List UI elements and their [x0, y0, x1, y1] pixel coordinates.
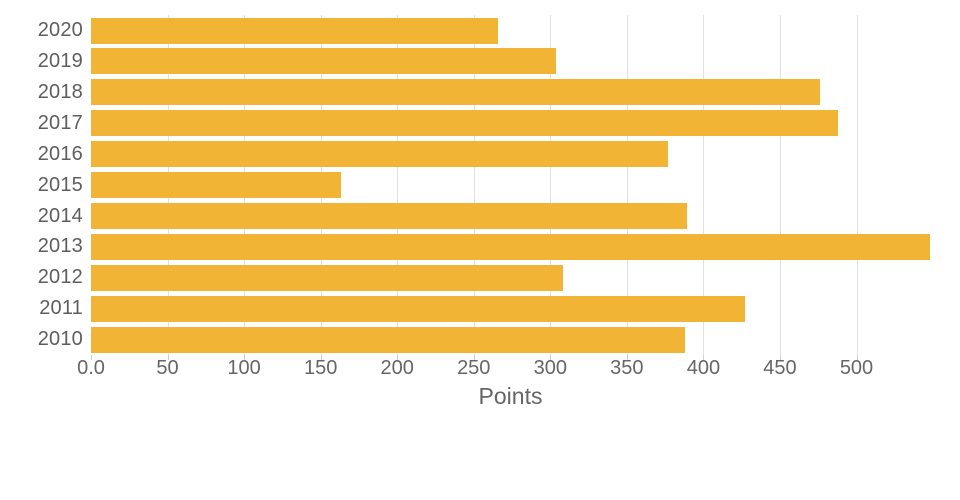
tickmark-x-150: [320, 355, 322, 360]
tickmark-x-100: [244, 355, 246, 360]
x-tick-label-150: 150: [303, 357, 338, 379]
gridline-x-300: [550, 15, 552, 355]
tickmark-x-50: [167, 355, 169, 360]
y-axis-label-2013: 2013: [37, 235, 83, 258]
bar-2017: [91, 110, 839, 137]
bar-2011: [91, 295, 745, 322]
tickmark-x-250: [473, 355, 475, 360]
y-axis-label-2020: 2020: [37, 19, 83, 41]
bar-2012: [91, 264, 563, 291]
tickmark-x-0: [91, 355, 92, 360]
x-tick-label-100: 100: [227, 357, 261, 379]
y-axis-label-2012: 2012: [37, 266, 83, 289]
y-axis-label-2014: 2014: [37, 204, 83, 227]
x-axis-title: Points: [478, 383, 543, 409]
x-tick-label-450: 450: [763, 357, 797, 379]
tickmark-x-400: [703, 355, 705, 360]
x-tick-label-500: 500: [839, 357, 874, 379]
tickmark-x-450: [779, 355, 781, 360]
tickmark-x-350: [626, 355, 628, 360]
y-axis-label-2016: 2016: [37, 142, 83, 165]
x-tick-label-200: 200: [380, 357, 414, 379]
gridline-x-400: [703, 15, 705, 355]
bar-2018: [91, 79, 820, 106]
bar-2015: [91, 172, 341, 198]
y-axis-label-2015: 2015: [37, 173, 83, 196]
bar-2010: [91, 326, 685, 353]
gridline-x-250: [473, 15, 475, 355]
bar-2013: [91, 233, 930, 260]
bar-2020: [91, 17, 499, 44]
y-axis-label-2017: 2017: [37, 111, 83, 134]
tickmark-x-200: [397, 355, 399, 360]
bar-2019: [91, 48, 557, 75]
y-axis-label-2011: 2011: [39, 297, 83, 320]
gridline-x-350: [626, 15, 628, 355]
x-tick-label-0.0: 0.0: [77, 357, 105, 379]
bar-2016: [91, 141, 669, 168]
y-axis-label-2018: 2018: [37, 80, 83, 103]
gridline-x-500: [856, 15, 858, 355]
y-axis-label-2019: 2019: [37, 49, 83, 72]
x-tick-label-50: 50: [156, 357, 179, 379]
bar-2014: [91, 202, 687, 229]
x-tick-label-250: 250: [457, 357, 491, 379]
x-tick-label-400: 400: [686, 357, 721, 379]
y-axis-label-2010: 2010: [37, 328, 83, 351]
gridline-x-450: [779, 15, 781, 355]
tickmark-x-300: [550, 355, 552, 360]
gridline-x-200: [397, 15, 399, 355]
plot-area: [91, 15, 930, 355]
x-tick-label-300: 300: [533, 357, 567, 379]
tickmark-x-500: [856, 355, 858, 360]
x-tick-label-350: 350: [610, 357, 644, 379]
